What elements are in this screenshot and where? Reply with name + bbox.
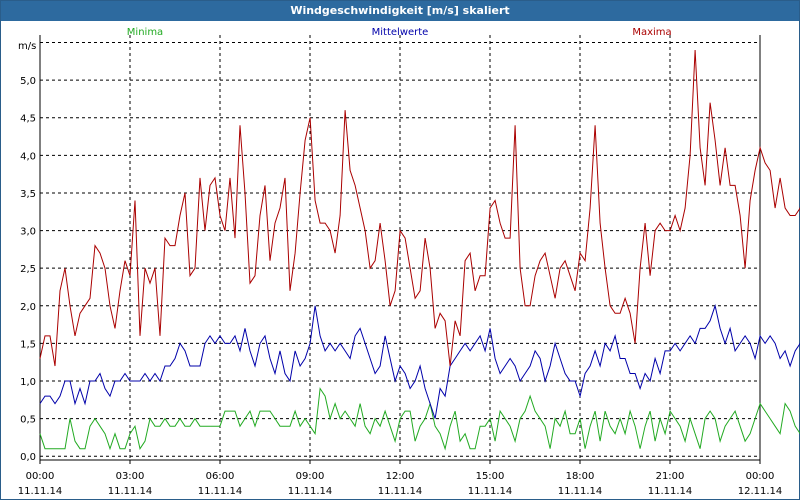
x-tick-labels: 00:00 11.11.14 03:00 11.11.14 06:00 11.11.14 0…: [18, 460, 783, 497]
y-tick-label: 2,0: [20, 302, 36, 313]
x-tick-time: 21:00: [656, 471, 685, 482]
x-tick-date: 11.11.14: [108, 486, 153, 497]
grid: [40, 35, 760, 460]
x-tick-date: 11.11.14: [198, 486, 243, 497]
x-tick-time: 00:00: [746, 471, 775, 482]
y-axis-label: m/s: [18, 41, 36, 52]
x-tick-time: 09:00: [296, 471, 325, 482]
x-tick-date: 11.11.14: [18, 486, 63, 497]
y-tick-label: 3,0: [20, 227, 36, 238]
y-tick-label: 0,5: [20, 415, 36, 426]
x-tick-date: 11.11.14: [468, 486, 513, 497]
x-tick-date: 12.11.14: [738, 486, 783, 497]
y-tick-label: 5,0: [20, 76, 36, 87]
window-title: Windgeschwindigkeit [m/s] skaliert: [1, 1, 799, 21]
y-tick-label: 2,5: [20, 264, 36, 275]
x-tick-date: 11.11.14: [648, 486, 693, 497]
x-tick-time: 06:00: [206, 471, 235, 482]
y-tick-label: 3,5: [20, 189, 36, 200]
x-tick-time: 00:00: [26, 471, 55, 482]
x-tick-time: 12:00: [386, 471, 415, 482]
series-line-mittelwerte: [39, 303, 800, 419]
legend-mittelwerte: Mittelwerte: [372, 27, 429, 38]
y-tick-label: 4,0: [20, 151, 36, 162]
x-tick-date: 11.11.14: [378, 486, 423, 497]
legend-maxima: Maxima: [632, 27, 671, 38]
y-tick-label: 1,5: [20, 339, 36, 350]
y-tick-labels: 0,0 0,5 1,0 1,5 2,0 2,5 3,0 3,5 4,0 4,5 5,0: [20, 76, 36, 463]
x-tick-time: 03:00: [116, 471, 145, 482]
legend-minima: Minima: [127, 27, 163, 38]
y-tick-label: 0,0: [20, 452, 36, 463]
x-tick-date: 11.11.14: [558, 486, 603, 497]
x-tick-time: 18:00: [566, 471, 595, 482]
y-tick-label: 4,5: [20, 114, 36, 125]
series-line-minima: [39, 387, 800, 451]
series-line-maxima: [39, 49, 800, 367]
x-tick-date: 11.11.14: [288, 486, 333, 497]
x-tick-time: 15:00: [476, 471, 505, 482]
y-tick-label: 1,0: [20, 377, 36, 388]
series-lines: [39, 49, 800, 451]
legend: Minima Mittelwerte Maxima: [127, 27, 672, 38]
